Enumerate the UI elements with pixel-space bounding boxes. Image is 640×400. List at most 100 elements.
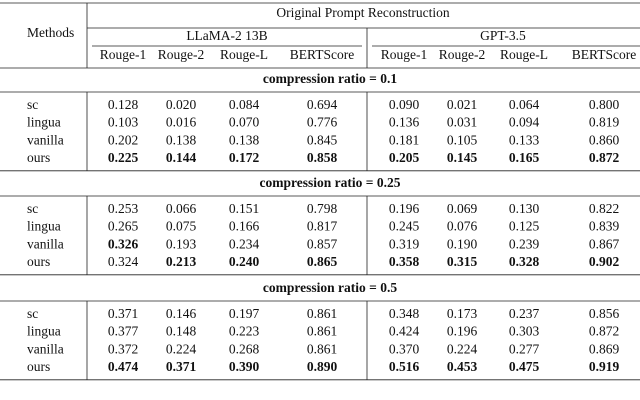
cell: 0.128 <box>108 97 139 112</box>
cell: 0.253 <box>108 201 139 216</box>
cell: 0.090 <box>389 97 420 112</box>
cell: 0.069 <box>447 201 478 216</box>
method-label: lingua <box>27 324 61 339</box>
cell: 0.869 <box>589 341 620 356</box>
cell: 0.240 <box>229 254 260 269</box>
cell: 0.225 <box>108 150 139 165</box>
cell: 0.031 <box>447 115 477 130</box>
cell: 0.453 <box>447 359 478 374</box>
cell: 0.265 <box>108 219 139 234</box>
method-label: sc <box>27 306 38 321</box>
method-label: lingua <box>27 115 61 130</box>
cell: 0.084 <box>229 97 260 112</box>
cell: 0.205 <box>389 150 420 165</box>
cell: 0.919 <box>589 359 620 374</box>
cell: 0.858 <box>307 150 338 165</box>
cell: 0.136 <box>389 115 420 130</box>
cell: 0.138 <box>229 132 260 147</box>
method-label: lingua <box>27 219 61 234</box>
cell: 0.066 <box>166 201 197 216</box>
metric-header: Rouge-L <box>500 47 548 62</box>
cell: 0.861 <box>307 306 337 321</box>
cell: 0.371 <box>166 359 197 374</box>
cell: 0.070 <box>229 115 260 130</box>
cell: 0.268 <box>229 341 260 356</box>
metric-header: Rouge-2 <box>439 47 486 62</box>
metric-header: BERTScore <box>290 47 354 62</box>
cell: 0.776 <box>307 115 338 130</box>
cell: 0.328 <box>509 254 540 269</box>
method-label: sc <box>27 97 38 112</box>
cell: 0.193 <box>166 236 197 251</box>
cell: 0.358 <box>389 254 420 269</box>
cell: 0.133 <box>509 132 540 147</box>
metric-header: Rouge-L <box>220 47 268 62</box>
cell: 0.076 <box>447 219 478 234</box>
cell: 0.213 <box>166 254 197 269</box>
cell: 0.798 <box>307 201 338 216</box>
cell: 0.822 <box>589 201 619 216</box>
cell: 0.845 <box>307 132 338 147</box>
section-label: compression ratio = 0.25 <box>260 175 401 190</box>
cell: 0.075 <box>166 219 197 234</box>
cell: 0.237 <box>509 306 540 321</box>
method-label: vanilla <box>27 132 64 147</box>
method-label: ours <box>27 359 50 374</box>
method-label: ours <box>27 150 50 165</box>
cell: 0.144 <box>166 150 197 165</box>
method-label: vanilla <box>27 236 64 251</box>
cell: 0.234 <box>229 236 260 251</box>
cell: 0.319 <box>389 236 420 251</box>
method-label: vanilla <box>27 341 64 356</box>
cell: 0.475 <box>509 359 540 374</box>
cell: 0.224 <box>447 341 478 356</box>
metric-header: Rouge-1 <box>381 47 428 62</box>
cell: 0.148 <box>166 324 197 339</box>
cell: 0.165 <box>509 150 540 165</box>
cell: 0.856 <box>589 306 620 321</box>
cell: 0.872 <box>589 150 620 165</box>
cell: 0.857 <box>307 236 338 251</box>
cell: 0.800 <box>589 97 620 112</box>
cell: 0.103 <box>108 115 139 130</box>
cell: 0.224 <box>166 341 197 356</box>
cell: 0.172 <box>229 150 260 165</box>
section-label: compression ratio = 0.5 <box>263 280 397 295</box>
metric-header: BERTScore <box>572 47 636 62</box>
cell: 0.348 <box>389 306 420 321</box>
cell: 0.370 <box>389 341 420 356</box>
cell: 0.245 <box>389 219 420 234</box>
metric-header: Rouge-2 <box>158 47 205 62</box>
cell: 0.173 <box>447 306 478 321</box>
cell: 0.474 <box>108 359 139 374</box>
cell: 0.872 <box>589 324 619 339</box>
cell: 0.277 <box>509 341 540 356</box>
cell: 0.125 <box>509 219 540 234</box>
cell: 0.860 <box>589 132 620 147</box>
cell: 0.861 <box>307 324 337 339</box>
cell: 0.390 <box>229 359 260 374</box>
cell: 0.867 <box>589 236 620 251</box>
cell: 0.145 <box>447 150 478 165</box>
cell: 0.839 <box>589 219 620 234</box>
cell: 0.861 <box>307 341 337 356</box>
cell: 0.130 <box>509 201 540 216</box>
metric-header: Rouge-1 <box>100 47 147 62</box>
cell: 0.694 <box>307 97 338 112</box>
cell: 0.324 <box>108 254 139 269</box>
model-header: LLaMA-2 13B <box>186 28 267 43</box>
cell: 0.021 <box>447 97 477 112</box>
cell: 0.138 <box>166 132 197 147</box>
section-label: compression ratio = 0.1 <box>263 71 397 86</box>
model-header: GPT-3.5 <box>480 28 526 43</box>
method-label: sc <box>27 201 38 216</box>
cell: 0.371 <box>108 306 138 321</box>
method-label: ours <box>27 254 50 269</box>
cell: 0.223 <box>229 324 260 339</box>
cell: 0.890 <box>307 359 338 374</box>
cell: 0.516 <box>389 359 420 374</box>
cell: 0.424 <box>389 324 420 339</box>
cell: 0.016 <box>166 115 197 130</box>
cell: 0.190 <box>447 236 478 251</box>
